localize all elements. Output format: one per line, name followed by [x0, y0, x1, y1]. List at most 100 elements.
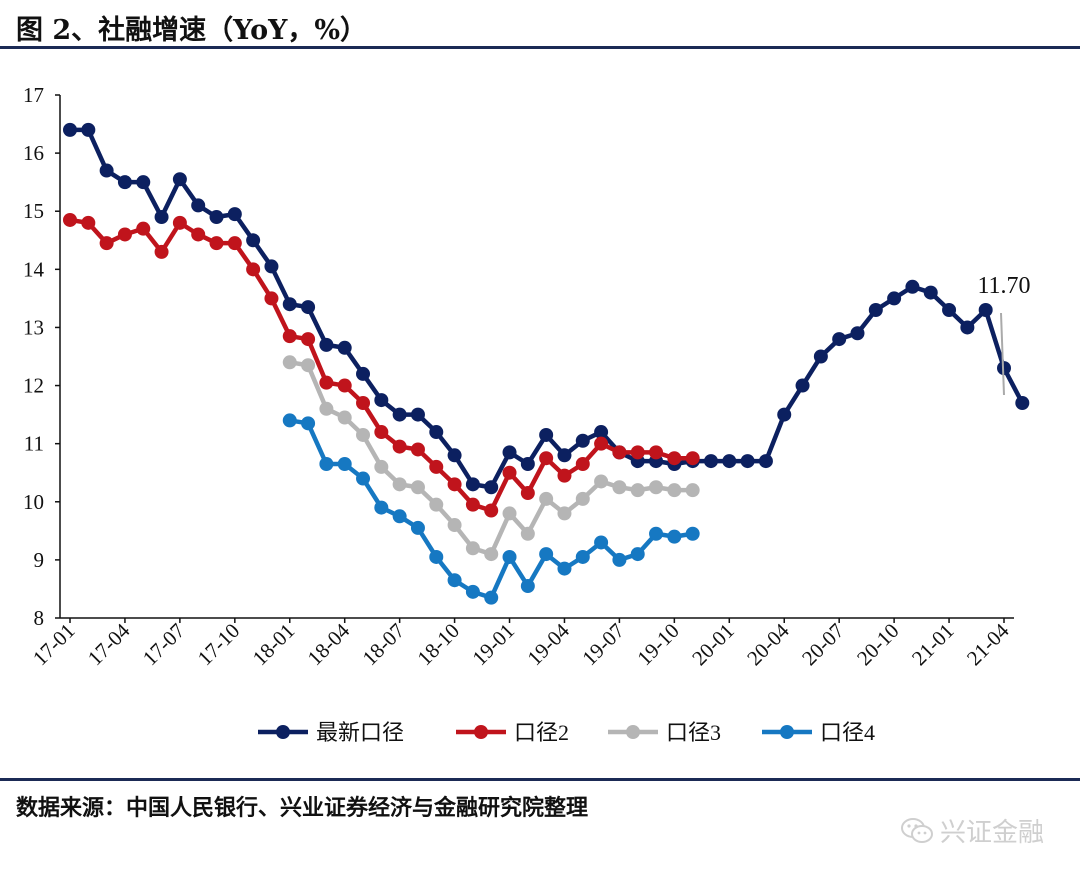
data-point: [795, 378, 810, 393]
data-point: [557, 561, 572, 576]
data-point: [502, 445, 517, 460]
annotation-leader: [1000, 312, 1005, 396]
annotation-label: 11.70: [977, 273, 1030, 299]
data-point: [392, 509, 407, 524]
x-tick-label: 19-04: [522, 618, 574, 670]
data-point: [465, 584, 480, 599]
y-tick-label: 10: [23, 490, 44, 514]
data-point: [410, 520, 425, 535]
legend-label: 口径2: [514, 720, 569, 745]
line-chart: 8 9 10 11 12 13 14 15 16 17 17-01 17-04 17-07 17-10 1…: [23, 83, 1031, 745]
data-point: [63, 212, 77, 227]
legend-swatch-marker: [276, 725, 290, 739]
x-tick-label: 20-10: [852, 619, 904, 671]
x-tick-label: 17-07: [138, 619, 190, 671]
y-tick-label: 13: [23, 315, 44, 339]
legend-entry-2: 口径2: [456, 720, 569, 745]
legend-label: 口径4: [820, 720, 875, 745]
series-4: [282, 413, 700, 605]
data-point: [594, 474, 609, 489]
data-point: [484, 590, 499, 605]
data-point: [484, 547, 499, 562]
data-point: [337, 457, 352, 472]
data-point: [319, 375, 334, 390]
data-point: [356, 395, 371, 410]
data-point: [301, 332, 316, 347]
data-point: [520, 457, 535, 472]
x-tick-label: 20-04: [742, 618, 794, 670]
x-tick-label: 18-10: [413, 619, 465, 671]
data-point: [282, 297, 297, 312]
wechat-icon: [901, 817, 933, 843]
x-tick-label: 17-10: [193, 619, 245, 671]
data-point: [978, 303, 993, 318]
data-point: [337, 378, 352, 393]
data-point: [410, 480, 425, 495]
data-point: [575, 549, 590, 564]
y-tick-label: 9: [34, 548, 45, 572]
data-point: [227, 236, 242, 251]
data-point: [520, 486, 535, 501]
data-point: [246, 262, 261, 277]
data-point: [539, 451, 554, 466]
data-point: [942, 303, 957, 318]
data-point: [63, 122, 77, 137]
x-tick-label: 19-10: [632, 619, 684, 671]
data-point: [594, 436, 609, 451]
data-point: [264, 259, 279, 274]
data-point: [612, 552, 627, 567]
data-point: [612, 445, 627, 460]
y-tick-label: 11: [24, 432, 44, 456]
data-point: [722, 454, 737, 469]
x-tick-labels: 17-01 17-04 17-07 17-10 18-01 18-04 18-07 18-10…: [28, 618, 1014, 670]
x-tick-label: 17-04: [83, 618, 135, 670]
legend: 最新口径 口径2 口径3 口径4: [258, 720, 875, 745]
data-point: [429, 497, 444, 512]
data-point: [832, 332, 847, 347]
data-point: [502, 506, 517, 521]
data-point: [81, 215, 96, 230]
data-point: [539, 547, 554, 562]
data-point: [612, 480, 627, 495]
annotation-layer: 11.70: [977, 273, 1031, 396]
x-tick-label: 18-04: [303, 618, 355, 670]
series-1: [63, 122, 1030, 495]
data-point: [154, 210, 169, 225]
data-point: [429, 549, 444, 564]
data-point: [392, 439, 407, 454]
data-point: [191, 227, 206, 242]
data-point: [209, 210, 224, 225]
data-point: [594, 425, 609, 440]
y-tick-label: 14: [23, 257, 45, 281]
data-point: [758, 454, 773, 469]
data-point: [905, 279, 920, 294]
legend-entry-4: 口径4: [762, 720, 875, 745]
data-point: [465, 477, 480, 492]
legend-entry-1: 最新口径: [258, 720, 404, 745]
y-tick-label: 16: [23, 141, 44, 165]
data-point: [557, 506, 572, 521]
legend-swatch-marker: [626, 725, 640, 739]
data-point: [301, 416, 316, 431]
x-tick-label: 19-01: [467, 619, 519, 671]
data-point: [630, 483, 645, 498]
data-point: [374, 393, 389, 408]
data-point: [136, 175, 151, 190]
x-tick-label: 18-01: [248, 619, 300, 671]
data-point: [850, 326, 865, 341]
data-point: [337, 410, 352, 425]
series-layer: [63, 122, 1030, 605]
data-point: [172, 172, 187, 187]
data-point: [392, 407, 407, 422]
data-point: [374, 500, 389, 515]
data-point: [685, 483, 700, 498]
data-point: [136, 221, 151, 236]
data-point: [630, 445, 645, 460]
x-tick-label: 20-01: [687, 619, 739, 671]
watermark: 兴证金融: [900, 812, 1044, 849]
data-point: [887, 291, 902, 306]
data-point: [575, 457, 590, 472]
data-point: [264, 291, 279, 306]
data-point: [301, 358, 316, 373]
series-2: [63, 212, 700, 518]
